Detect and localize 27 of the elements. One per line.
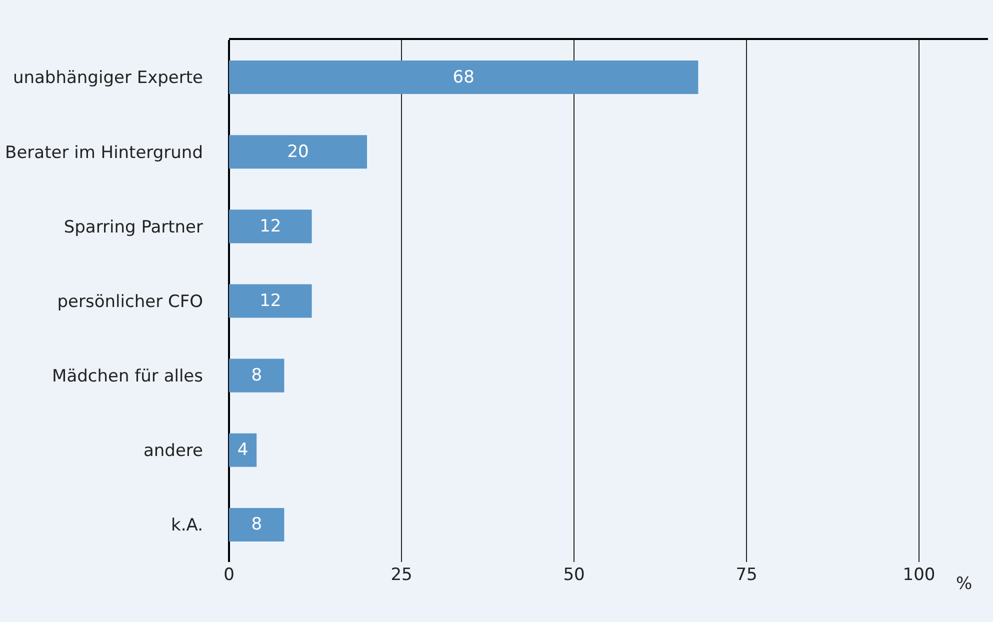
x-axis-title: % xyxy=(956,574,972,594)
y-tick-label: persönlicher CFO xyxy=(57,292,203,312)
x-tick-label: 100 xyxy=(902,565,936,585)
bar xyxy=(229,284,312,318)
x-tick-label: 50 xyxy=(563,565,585,585)
data-label: 4 xyxy=(237,440,248,460)
bar xyxy=(229,135,367,169)
y-tick-label: andere xyxy=(143,441,203,462)
bar xyxy=(229,60,698,94)
data-label: 12 xyxy=(260,216,282,236)
x-tick-label: 75 xyxy=(736,565,758,585)
data-label: 8 xyxy=(251,366,262,386)
bar xyxy=(229,358,284,392)
x-tick-label: 0 xyxy=(224,565,234,585)
y-tick-label: Mädchen für alles xyxy=(52,366,204,387)
bar xyxy=(229,210,312,244)
y-tick-label: Berater im Hintergrund xyxy=(5,142,203,163)
data-label: 20 xyxy=(287,142,309,162)
y-tick-label: unabhängiger Experte xyxy=(12,68,203,88)
x-tick-label: 25 xyxy=(390,565,412,585)
bar xyxy=(229,508,284,542)
data-label: 8 xyxy=(251,514,262,535)
data-label: 12 xyxy=(260,291,282,311)
data-label: 68 xyxy=(452,67,474,88)
y-tick-label: Sparring Partner xyxy=(64,217,204,238)
y-tick-label: k.A. xyxy=(171,516,203,536)
bar xyxy=(229,433,257,467)
